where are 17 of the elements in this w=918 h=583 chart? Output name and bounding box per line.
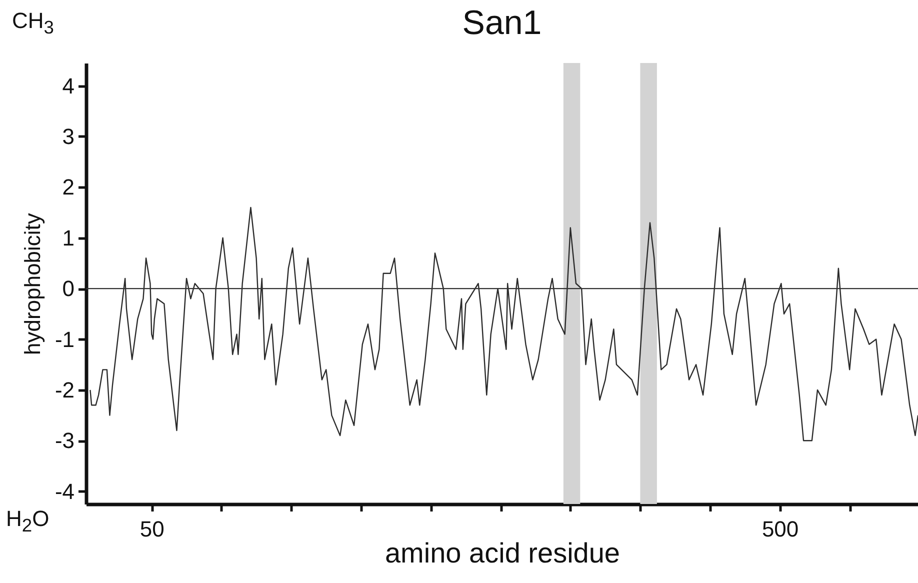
chart-title: San1 bbox=[462, 4, 542, 42]
x-axis-title: amino acid residue bbox=[384, 538, 620, 568]
y-tick-label: -4 bbox=[54, 478, 74, 504]
text: CH$_{3}$ bbox=[12, 8, 54, 38]
y-tick-label: -2 bbox=[54, 377, 74, 402]
y-tick-label: 1 bbox=[62, 225, 74, 250]
text: H$_{2}$O bbox=[6, 506, 50, 536]
x-tick-label: 500 bbox=[762, 516, 799, 542]
y-tick-label: 4 bbox=[62, 73, 74, 98]
y-tick-label: 3 bbox=[62, 124, 74, 149]
y-axis-title: hydrophobicity bbox=[20, 213, 45, 355]
y-tick-label: 0 bbox=[62, 276, 74, 302]
y-tick-label: -1 bbox=[54, 326, 74, 352]
y-tick-label: 2 bbox=[62, 174, 74, 200]
x-tick-label: 50 bbox=[140, 516, 164, 542]
line-series bbox=[90, 206, 918, 442]
y-tick-label: -3 bbox=[54, 428, 74, 454]
